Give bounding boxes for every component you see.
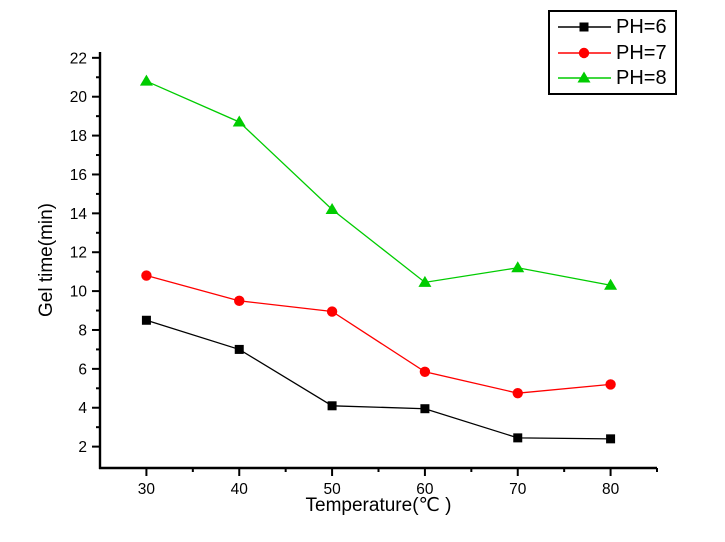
x-tick-label: 70 (509, 481, 527, 498)
legend-item-ph-6: PH=6 (557, 14, 675, 40)
data-point-square (327, 401, 337, 411)
legend-marker-square (579, 22, 589, 32)
data-point-circle (512, 387, 523, 399)
y-tick-label: 4 (78, 400, 87, 417)
data-point-square (420, 404, 430, 414)
legend-square-icon (558, 22, 611, 32)
y-axis-title: Gel time(min) (36, 202, 57, 318)
x-tick-label: 30 (138, 481, 156, 498)
data-point-triangle (232, 115, 246, 127)
x-axis-title: Temperature(℃ ) (305, 495, 452, 516)
y-tick-label: 12 (70, 245, 87, 262)
x-tick-label: 80 (602, 481, 620, 498)
series-line-ph-6 (146, 319, 611, 440)
x-tick-label: 50 (323, 481, 341, 498)
data-point-triangle (604, 278, 618, 290)
x-tick-label: 40 (231, 481, 249, 498)
y-tick-label: 22 (70, 50, 87, 67)
legend-triangle-icon (558, 71, 611, 83)
y-tick-label: 14 (70, 206, 88, 223)
legend-label: PH=8 (616, 67, 667, 90)
y-tick-label: 16 (70, 167, 87, 184)
data-point-triangle (511, 261, 525, 273)
data-point-circle (141, 270, 152, 281)
data-point-triangle (139, 74, 153, 86)
y-tick-label: 2 (78, 439, 87, 456)
data-point-circle (326, 306, 338, 317)
legend-marker-circle (578, 47, 590, 58)
legend-item-ph-7: PH=7 (557, 40, 675, 66)
series-line-ph-8 (146, 80, 611, 286)
data-point-triangle (418, 275, 432, 287)
y-tick-label: 10 (70, 284, 88, 301)
data-point-circle (419, 366, 431, 377)
data-point-square (513, 433, 523, 443)
y-tick-label: 6 (78, 361, 87, 378)
data-point-circle (605, 379, 616, 390)
y-tick-label: 8 (78, 322, 87, 339)
legend-item-ph-8: PH=8 (557, 65, 675, 91)
data-point-square (606, 434, 616, 444)
x-tick-label: 60 (416, 481, 434, 498)
legend-marker-triangle (577, 71, 591, 83)
data-point-square (234, 344, 244, 354)
data-point-square (141, 315, 151, 325)
y-tick-label: 20 (70, 89, 88, 106)
legend: PH=6 PH=7 PH=8 (548, 10, 677, 95)
y-tick-label: 18 (70, 128, 87, 145)
series-line-ph-7 (146, 274, 611, 394)
legend-label: PH=6 (616, 15, 667, 38)
data-point-circle (234, 295, 245, 307)
legend-circle-icon (558, 47, 611, 58)
legend-label: PH=7 (616, 41, 667, 64)
data-point-triangle (325, 202, 339, 214)
